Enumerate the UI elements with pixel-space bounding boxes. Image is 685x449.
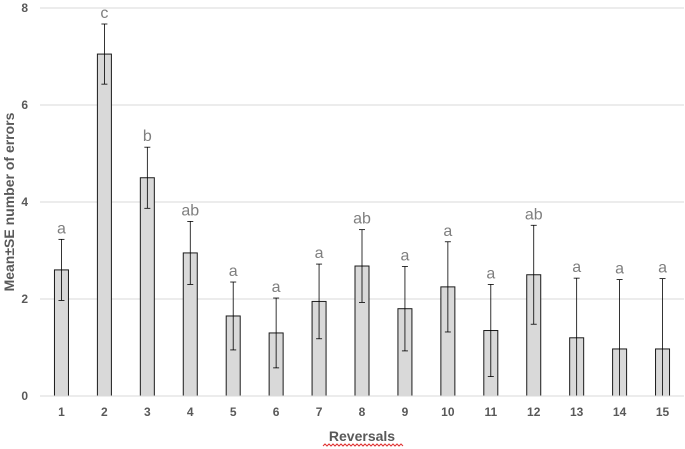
y-tick-label: 4 [21, 195, 28, 209]
y-tick-label: 6 [21, 98, 28, 112]
x-tick-label: 1 [58, 405, 65, 419]
significance-letter: ab [353, 211, 371, 228]
y-tick-label: 2 [21, 292, 28, 306]
x-tick-label: 11 [484, 405, 497, 419]
significance-letter: a [443, 223, 452, 240]
x-tick-label: 8 [359, 405, 366, 419]
significance-letter: c [100, 5, 108, 22]
x-tick-label: 4 [187, 405, 194, 419]
y-tick-label: 0 [21, 389, 28, 403]
x-tick-label: 6 [273, 405, 280, 419]
significance-letter: a [572, 259, 581, 276]
x-tick-label: 3 [144, 405, 151, 419]
x-tick-label: 7 [316, 405, 323, 419]
significance-letter: a [57, 220, 66, 237]
x-tick-label: 13 [570, 405, 584, 419]
x-tick-label: 9 [402, 405, 409, 419]
significance-letter: a [229, 263, 238, 280]
significance-letter: a [315, 245, 324, 262]
x-tick-labels: 1 2 3 4 5 6 7 8 9 10 11 12 13 14 15 [58, 405, 669, 419]
x-tick-label: 2 [101, 405, 108, 419]
x-axis-label: Reversals [329, 428, 395, 444]
significance-letter: a [486, 265, 495, 282]
bar [139, 177, 155, 397]
significance-letter: b [143, 128, 152, 145]
y-tick-label: 8 [21, 1, 28, 15]
x-tick-label: 14 [613, 405, 627, 419]
x-tick-label: 10 [441, 405, 455, 419]
x-tick-label: 5 [230, 405, 237, 419]
significance-letter: ab [525, 206, 543, 223]
significance-letter: a [615, 261, 624, 278]
significance-letter: a [272, 279, 281, 296]
error-bars [58, 23, 666, 397]
bar [96, 53, 112, 397]
x-tick-label: 12 [527, 405, 541, 419]
significance-letter: a [400, 248, 409, 265]
y-axis-label: Mean±SE number of errors [1, 112, 17, 291]
spellcheck-underline [322, 443, 404, 447]
significance-letter: ab [181, 202, 199, 219]
significance-letter: a [658, 260, 667, 277]
y-tick-labels: 0 2 4 6 8 [21, 1, 28, 403]
significance-letters: a c b ab a a a ab a a a ab a a a [57, 5, 667, 296]
x-tick-label: 15 [656, 405, 670, 419]
